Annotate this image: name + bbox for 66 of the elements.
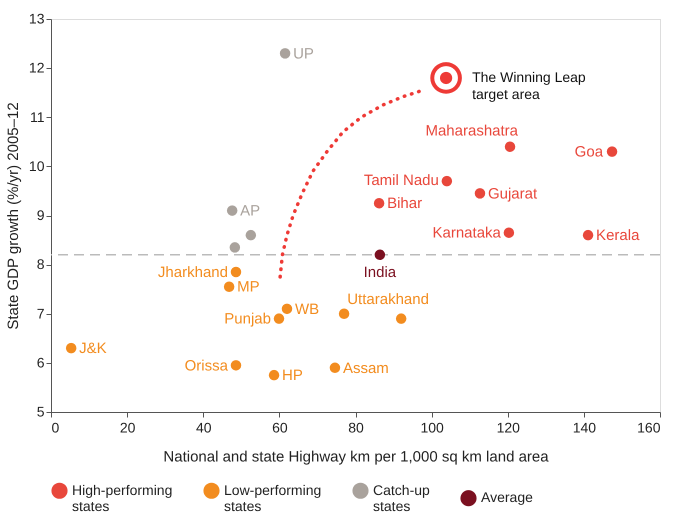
annotation: Kerala	[596, 227, 640, 244]
point	[226, 205, 238, 216]
annotation: Punjab	[224, 310, 271, 328]
point	[442, 176, 452, 186]
x-tick-label: 0	[52, 420, 60, 436]
point	[280, 48, 290, 59]
point	[282, 304, 292, 314]
annotation: AP	[240, 202, 260, 220]
y-tick-label: 7	[36, 305, 45, 322]
legend-label: Catch-up states	[373, 482, 430, 514]
point	[330, 362, 340, 374]
annotation: Jharkhand	[158, 264, 228, 281]
y-tick-label: 12	[28, 60, 45, 76]
point	[396, 313, 406, 324]
annotation: Assam	[342, 360, 389, 377]
y-axis-title: State GDP growth (%/yr) 2005–12	[4, 102, 22, 330]
legend-label: Average	[481, 489, 534, 506]
point	[504, 141, 516, 152]
annotation: Goa	[574, 144, 604, 161]
annotation: India	[364, 264, 397, 281]
point	[374, 250, 386, 260]
y-tick-label: 9	[36, 207, 45, 223]
y-tick-label: 11	[30, 108, 45, 125]
point	[66, 342, 76, 354]
y-tick-label: 6	[36, 354, 45, 370]
annotation: J&K	[79, 340, 107, 358]
x-tick-label: 20	[120, 420, 136, 436]
point	[606, 146, 618, 157]
annotation: Tamil Nadu	[364, 172, 439, 190]
x-tick-label: 140	[572, 420, 596, 436]
annotation: Karnataka	[432, 224, 502, 242]
point	[504, 227, 514, 238]
x-tick-label: 40	[196, 420, 212, 436]
point	[230, 266, 242, 278]
x-tick-label: 120	[496, 420, 520, 436]
annotation: The Winning Leap target area	[472, 68, 586, 102]
point	[474, 188, 486, 199]
annotation: Gujarat	[488, 185, 538, 202]
x-axis-title: National and state Highway km per 1,000 sq km land area	[163, 448, 550, 466]
point	[274, 313, 284, 324]
x-tick-label: 100	[420, 420, 444, 436]
y-tick-label: 8	[36, 256, 45, 272]
annotation: HP	[282, 367, 303, 384]
point	[230, 242, 240, 253]
point	[338, 308, 350, 319]
x-tick-label: 60	[272, 420, 288, 436]
x-tick-label: 80	[348, 420, 364, 436]
point	[230, 360, 242, 371]
annotation: WB	[294, 300, 320, 318]
x-tick-label: 160	[637, 420, 661, 436]
y-tick-label: 5	[36, 404, 45, 420]
annotation: MP	[237, 278, 260, 296]
legend-label: High-performing states	[72, 482, 172, 514]
annotation: Orissa	[184, 357, 229, 374]
annotation: Uttarakhand	[347, 290, 429, 308]
point	[374, 198, 384, 208]
annotation: Bihar	[387, 195, 422, 212]
legend-label: Low-performing states	[224, 482, 322, 514]
y-tick-label: 10	[28, 158, 45, 174]
y-tick-label: 13	[28, 10, 45, 26]
point	[582, 230, 594, 240]
point	[224, 282, 234, 292]
point	[268, 370, 280, 380]
annotation: Maharashatra	[425, 122, 519, 140]
annotation: UP	[293, 45, 314, 62]
point	[246, 230, 256, 240]
